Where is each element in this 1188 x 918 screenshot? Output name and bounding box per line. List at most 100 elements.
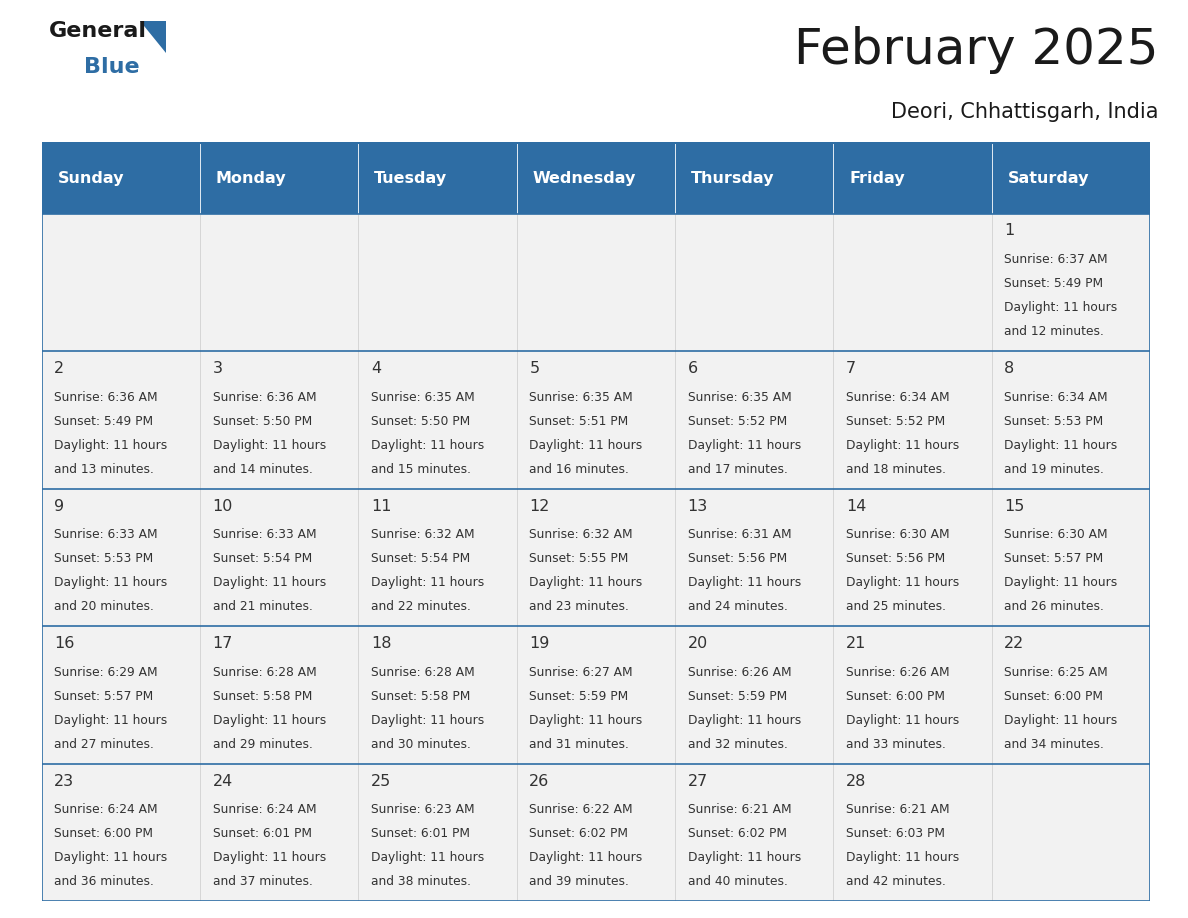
Bar [359, 626, 517, 764]
Text: Daylight: 11 hours: Daylight: 11 hours [213, 577, 326, 589]
Text: and 19 minutes.: and 19 minutes. [1004, 463, 1104, 476]
Text: and 29 minutes.: and 29 minutes. [213, 738, 312, 751]
Text: Sunrise: 6:28 AM: Sunrise: 6:28 AM [213, 666, 316, 678]
Text: Sunset: 5:58 PM: Sunset: 5:58 PM [213, 689, 312, 702]
Bar [42, 764, 200, 901]
Text: Sunset: 5:52 PM: Sunset: 5:52 PM [688, 415, 786, 428]
Bar [42, 214, 200, 352]
Text: Sunset: 5:54 PM: Sunset: 5:54 PM [371, 552, 470, 565]
Text: Sunrise: 6:34 AM: Sunrise: 6:34 AM [1004, 390, 1108, 404]
Text: and 33 minutes.: and 33 minutes. [846, 738, 946, 751]
Text: Daylight: 11 hours: Daylight: 11 hours [1004, 439, 1118, 452]
Text: 2: 2 [55, 361, 64, 376]
Text: Daylight: 11 hours: Daylight: 11 hours [371, 439, 485, 452]
Text: Sunset: 5:50 PM: Sunset: 5:50 PM [371, 415, 470, 428]
Text: Tuesday: Tuesday [374, 171, 447, 185]
Text: and 37 minutes.: and 37 minutes. [213, 876, 312, 889]
Text: Sunset: 6:01 PM: Sunset: 6:01 PM [213, 827, 311, 840]
Text: Sunrise: 6:34 AM: Sunrise: 6:34 AM [846, 390, 949, 404]
Text: Daylight: 11 hours: Daylight: 11 hours [371, 713, 485, 727]
Bar [992, 352, 1150, 489]
Text: and 24 minutes.: and 24 minutes. [688, 600, 788, 613]
Text: 1: 1 [1004, 223, 1015, 239]
Text: 20: 20 [688, 636, 708, 651]
Text: and 40 minutes.: and 40 minutes. [688, 876, 788, 889]
Text: Sunset: 5:57 PM: Sunset: 5:57 PM [1004, 552, 1104, 565]
Text: Sunrise: 6:21 AM: Sunrise: 6:21 AM [846, 803, 949, 816]
Text: Sunday: Sunday [57, 171, 124, 185]
Text: Sunset: 5:55 PM: Sunset: 5:55 PM [530, 552, 628, 565]
Text: Daylight: 11 hours: Daylight: 11 hours [371, 851, 485, 864]
Text: Sunset: 5:49 PM: Sunset: 5:49 PM [1004, 277, 1104, 290]
Text: Sunrise: 6:35 AM: Sunrise: 6:35 AM [530, 390, 633, 404]
Text: Sunset: 5:56 PM: Sunset: 5:56 PM [846, 552, 946, 565]
Bar [517, 489, 675, 626]
Text: and 22 minutes.: and 22 minutes. [371, 600, 470, 613]
Text: and 25 minutes.: and 25 minutes. [846, 600, 946, 613]
Text: and 20 minutes.: and 20 minutes. [55, 600, 154, 613]
Text: 7: 7 [846, 361, 857, 376]
Bar [517, 626, 675, 764]
Bar [675, 626, 833, 764]
Bar [992, 764, 1150, 901]
Text: 5: 5 [530, 361, 539, 376]
Text: and 27 minutes.: and 27 minutes. [55, 738, 154, 751]
Bar [200, 214, 359, 352]
Text: 23: 23 [55, 774, 75, 789]
Text: Sunrise: 6:36 AM: Sunrise: 6:36 AM [213, 390, 316, 404]
Text: Sunrise: 6:23 AM: Sunrise: 6:23 AM [371, 803, 474, 816]
Text: Sunset: 5:53 PM: Sunset: 5:53 PM [1004, 415, 1104, 428]
Text: Daylight: 11 hours: Daylight: 11 hours [688, 577, 801, 589]
Text: Daylight: 11 hours: Daylight: 11 hours [1004, 301, 1118, 314]
Text: Sunrise: 6:30 AM: Sunrise: 6:30 AM [1004, 528, 1108, 541]
Text: Sunrise: 6:37 AM: Sunrise: 6:37 AM [1004, 253, 1108, 266]
Bar [675, 214, 833, 352]
Text: and 16 minutes.: and 16 minutes. [530, 463, 630, 476]
Text: Sunset: 6:00 PM: Sunset: 6:00 PM [1004, 689, 1104, 702]
Text: Sunset: 6:02 PM: Sunset: 6:02 PM [530, 827, 628, 840]
Text: Daylight: 11 hours: Daylight: 11 hours [55, 439, 168, 452]
Text: Sunset: 5:58 PM: Sunset: 5:58 PM [371, 689, 470, 702]
Text: February 2025: February 2025 [794, 27, 1158, 74]
Text: 19: 19 [530, 636, 550, 651]
Text: and 23 minutes.: and 23 minutes. [530, 600, 630, 613]
Text: and 42 minutes.: and 42 minutes. [846, 876, 946, 889]
Text: Daylight: 11 hours: Daylight: 11 hours [846, 439, 959, 452]
Bar [992, 489, 1150, 626]
Text: Monday: Monday [216, 171, 286, 185]
Bar [200, 352, 359, 489]
Text: and 39 minutes.: and 39 minutes. [530, 876, 630, 889]
Text: 25: 25 [371, 774, 391, 789]
Text: and 12 minutes.: and 12 minutes. [1004, 325, 1104, 338]
Bar [42, 626, 200, 764]
Text: Daylight: 11 hours: Daylight: 11 hours [688, 439, 801, 452]
Text: Daylight: 11 hours: Daylight: 11 hours [846, 851, 959, 864]
Text: Sunrise: 6:35 AM: Sunrise: 6:35 AM [688, 390, 791, 404]
Text: Daylight: 11 hours: Daylight: 11 hours [846, 577, 959, 589]
Text: Sunset: 6:02 PM: Sunset: 6:02 PM [688, 827, 786, 840]
Text: Sunset: 5:53 PM: Sunset: 5:53 PM [55, 552, 153, 565]
Text: Sunset: 5:52 PM: Sunset: 5:52 PM [846, 415, 946, 428]
Text: Daylight: 11 hours: Daylight: 11 hours [213, 439, 326, 452]
Text: Daylight: 11 hours: Daylight: 11 hours [213, 713, 326, 727]
Text: Sunrise: 6:33 AM: Sunrise: 6:33 AM [55, 528, 158, 541]
Text: Sunset: 5:51 PM: Sunset: 5:51 PM [530, 415, 628, 428]
Bar [833, 352, 992, 489]
Bar [359, 352, 517, 489]
Text: Sunrise: 6:22 AM: Sunrise: 6:22 AM [530, 803, 633, 816]
Text: 9: 9 [55, 498, 64, 513]
Text: Sunrise: 6:33 AM: Sunrise: 6:33 AM [213, 528, 316, 541]
Text: 12: 12 [530, 498, 550, 513]
Text: 18: 18 [371, 636, 391, 651]
Bar [675, 764, 833, 901]
Bar [992, 626, 1150, 764]
Text: Sunrise: 6:32 AM: Sunrise: 6:32 AM [371, 528, 474, 541]
Text: Sunset: 6:00 PM: Sunset: 6:00 PM [55, 827, 153, 840]
Text: Sunrise: 6:26 AM: Sunrise: 6:26 AM [688, 666, 791, 678]
Text: Saturday: Saturday [1007, 171, 1089, 185]
Text: Deori, Chhattisgarh, India: Deori, Chhattisgarh, India [891, 103, 1158, 122]
Bar [675, 352, 833, 489]
Text: 3: 3 [213, 361, 222, 376]
Text: and 18 minutes.: and 18 minutes. [846, 463, 946, 476]
Polygon shape [140, 20, 166, 52]
